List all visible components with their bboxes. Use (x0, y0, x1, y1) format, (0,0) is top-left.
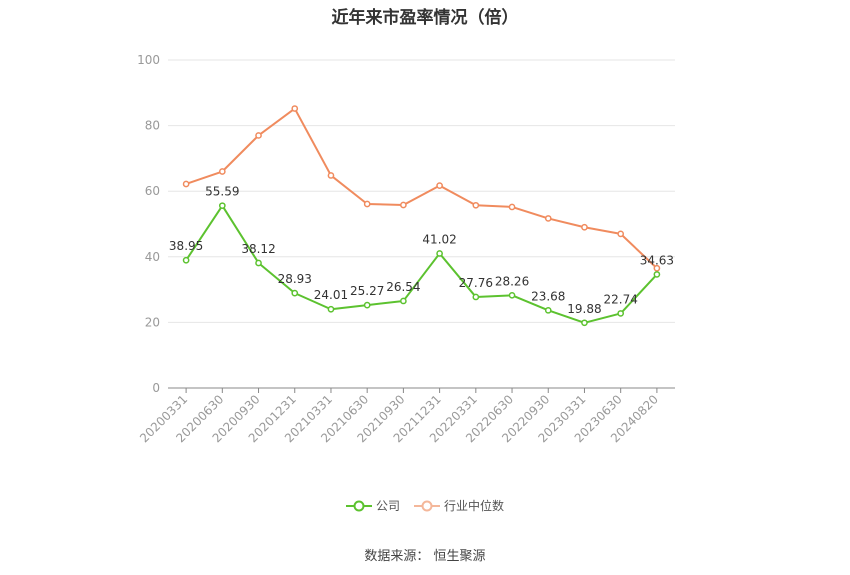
company-data-label: 41.02 (422, 232, 456, 246)
source-note: 数据来源： 恒生聚源 (364, 549, 486, 564)
industry-point (255, 132, 262, 139)
company-data-label: 26.54 (386, 280, 420, 294)
legend-company-label: 公司 (375, 499, 400, 513)
company-point (327, 305, 335, 313)
legend-item-company[interactable]: 公司 (345, 497, 400, 514)
company-data-label: 28.26 (495, 274, 529, 288)
industry-point (400, 201, 407, 209)
industry-point (581, 223, 588, 231)
industry-point (218, 168, 226, 175)
industry-point (472, 201, 480, 209)
company-point (218, 202, 226, 210)
company-data-label: 38.12 (241, 242, 275, 256)
company-data-label: 28.93 (278, 272, 312, 286)
company-data-label: 25.27 (350, 284, 384, 298)
company-data-label: 23.68 (531, 289, 565, 303)
company-point (400, 297, 407, 305)
company-data-label: 55.59 (205, 185, 239, 199)
legend-item-industry[interactable]: 行业中位数 (414, 497, 504, 514)
industry-point (327, 172, 335, 179)
series (182, 105, 661, 327)
y-axis: 0 20 40 60 80 100 (137, 53, 160, 395)
grid-lines (168, 59, 675, 323)
company-point (291, 289, 299, 297)
y-tick-label: 100 (137, 53, 160, 67)
company-data-label: 22.74 (603, 292, 637, 306)
industry-series-line (185, 107, 658, 270)
industry-point (363, 200, 371, 208)
company-point (436, 250, 443, 257)
legend: 公司 行业中位数 (0, 497, 850, 514)
chart-title: 近年来市盈率情况（倍） (331, 8, 519, 28)
legend-industry-label: 行业中位数 (444, 499, 505, 513)
y-tick-label: 40 (145, 250, 160, 264)
y-tick-label: 60 (145, 184, 160, 198)
industry-point (653, 264, 661, 272)
company-point (653, 271, 661, 278)
company-point (544, 306, 552, 314)
industry-point (617, 230, 625, 238)
industry-point (291, 105, 299, 112)
company-data-label: 24.01 (314, 288, 348, 302)
company-data-label: 34.63 (640, 253, 674, 267)
company-point (363, 301, 371, 309)
company-data-label: 27.76 (459, 276, 493, 290)
company-point (617, 310, 625, 317)
legend-industry-line-icon (414, 500, 440, 511)
y-tick-label: 20 (145, 315, 160, 329)
company-point (472, 293, 480, 301)
company-point (508, 291, 516, 299)
industry-point (508, 203, 516, 211)
company-series-line (185, 204, 658, 324)
company-point (581, 319, 588, 327)
y-tick-label: 80 (145, 119, 160, 133)
company-point (255, 259, 262, 267)
company-data-label: 38.95 (169, 239, 203, 253)
company-data-label: 19.88 (567, 302, 601, 316)
x-axis: 2020033120200630202009302020123120210331… (137, 387, 675, 445)
company-point (182, 256, 190, 264)
industry-point (436, 182, 443, 189)
industry-point (544, 215, 552, 222)
y-tick-label: 0 (152, 381, 160, 395)
legend-company-line-icon (345, 500, 372, 511)
industry-point (182, 180, 190, 188)
